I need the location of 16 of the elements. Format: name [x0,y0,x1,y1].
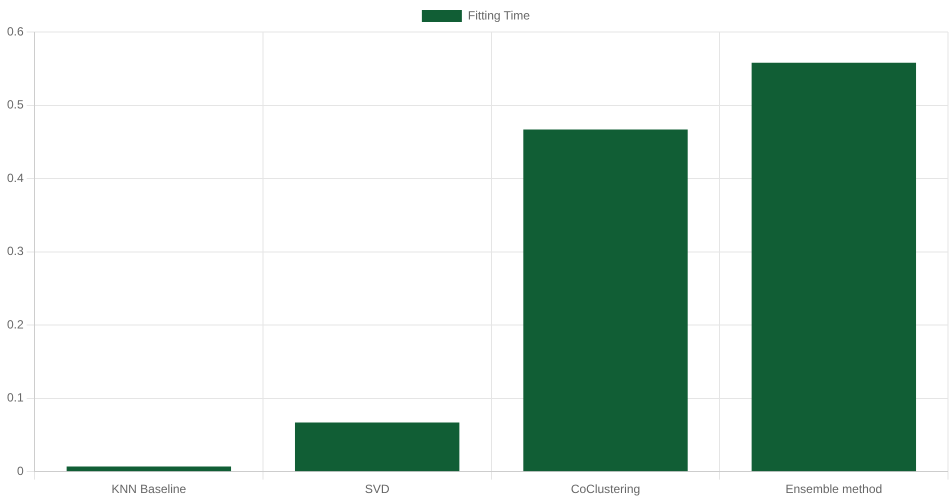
y-tick-label: 0.6 [6,24,24,38]
x-tick-label: KNN Baseline [111,482,187,496]
bar [66,466,232,472]
x-tick-label: Ensemble method [785,482,882,496]
x-tick-label: CoClustering [570,482,640,496]
y-tick-label: 0.5 [6,98,24,112]
bar [294,422,460,472]
y-tick-label: 0.3 [6,244,24,258]
bar [523,129,688,472]
y-tick-label: 0.1 [6,390,24,405]
y-tick-label: 0.4 [6,170,24,185]
legend-label: Fitting Time [468,8,530,22]
bar [752,62,916,472]
y-tick-label: 0.2 [6,317,24,332]
y-tick-label: 0 [16,464,24,478]
x-tick-label: SVD [364,482,390,496]
